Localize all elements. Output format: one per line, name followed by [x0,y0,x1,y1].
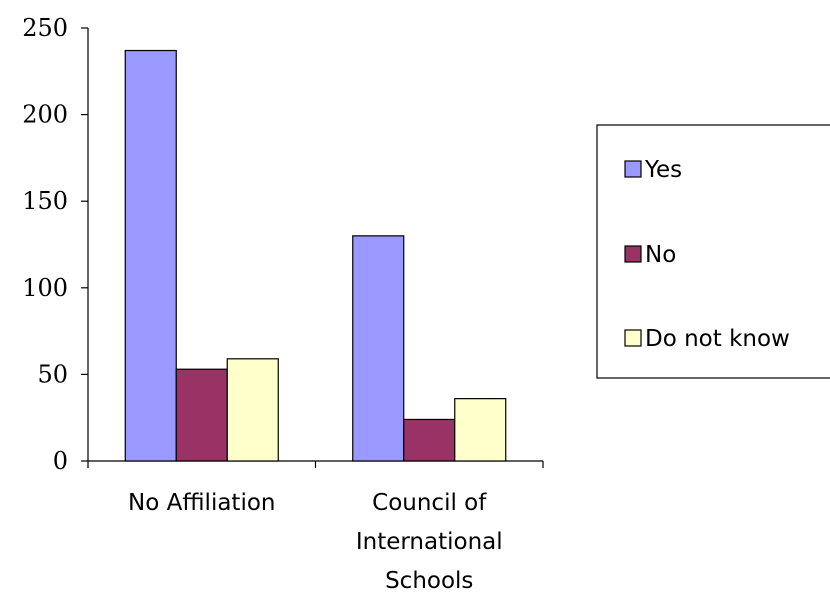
y-tick-label: 250 [22,14,68,42]
y-tick-label: 100 [22,274,68,302]
y-tick-label: 150 [22,187,68,215]
bar-no [175,368,228,462]
bar-no [403,418,456,462]
bar-yes [124,49,177,462]
y-tick-label: 50 [37,360,68,388]
x-category-label: No Affiliation [128,490,276,516]
x-category-label: Schools [385,568,473,592]
bar-do-not-know [454,398,507,462]
y-tick-label: 200 [22,101,68,129]
bar-yes [352,235,405,462]
legend-label: Do not know [645,326,790,352]
legend-swatch-yes [624,160,642,178]
legend: Yes No Do not know [596,124,830,379]
y-tick-label: 0 [53,447,68,475]
bar-do-not-know [226,358,279,462]
x-category-label: Council of [372,490,487,516]
legend-swatch-no [624,245,642,263]
bars [124,49,507,462]
legend-label: No [645,242,676,268]
axis-labels: 0 50 100 150 200 250 No Affiliation Council of I… [22,14,503,594]
legend-swatch-do-not-know [624,329,642,347]
x-category-label: International [356,529,503,555]
legend-label: Yes [644,157,682,183]
